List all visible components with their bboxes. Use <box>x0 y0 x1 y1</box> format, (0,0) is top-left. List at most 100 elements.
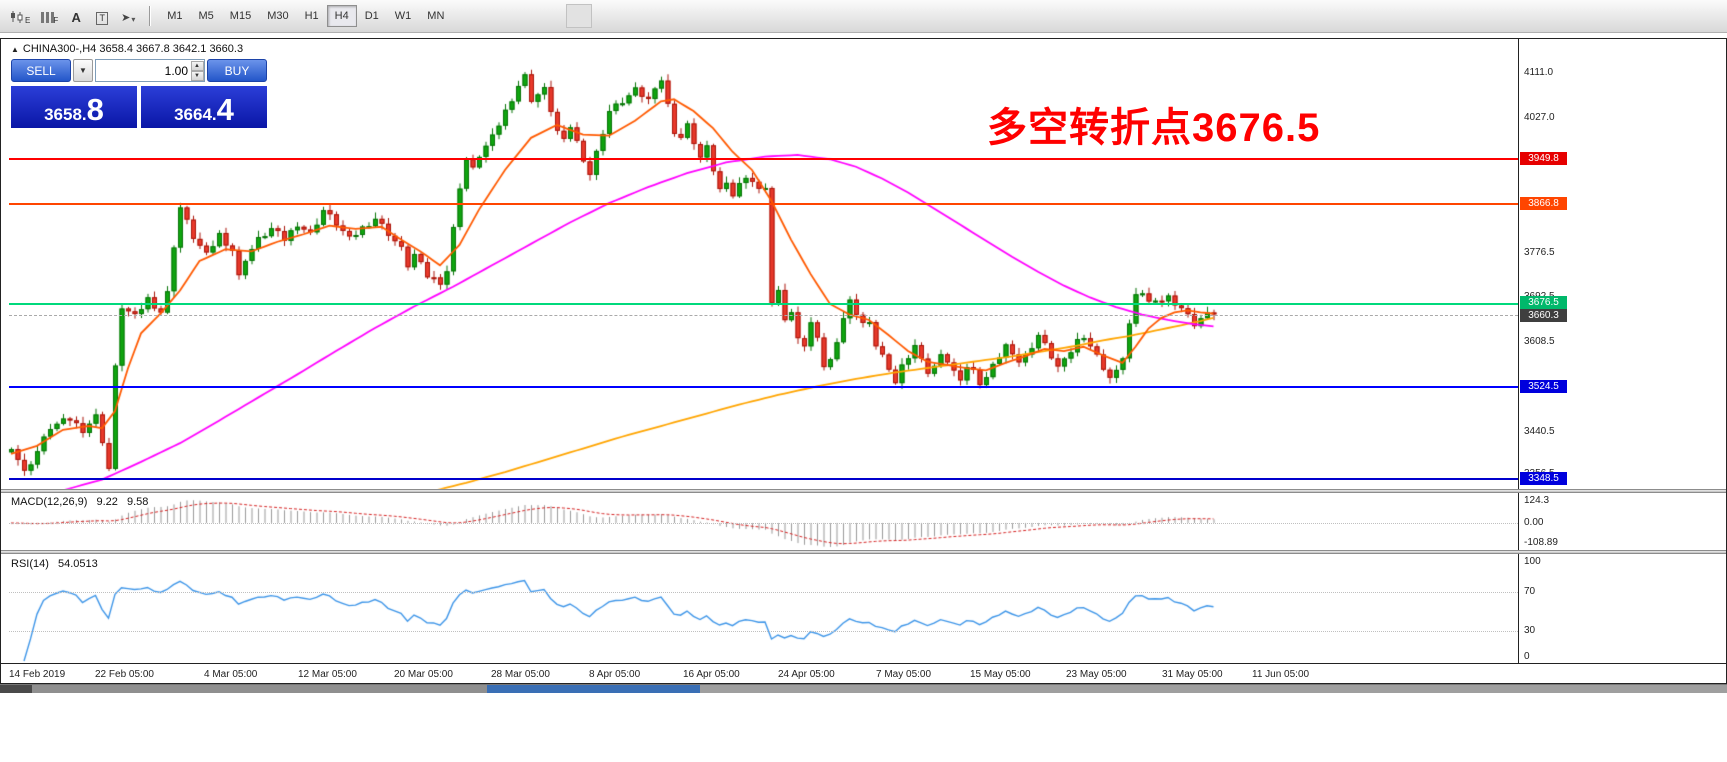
bars-icon <box>41 12 55 23</box>
macd-indicator-label: MACD(12,26,9) 9.22 9.58 <box>11 496 148 508</box>
price-axis-badge-3348.5: 3348.5 <box>1520 472 1567 485</box>
text-tool-icon: A <box>71 10 81 25</box>
time-axis-label: 31 May 05:00 <box>1162 669 1223 680</box>
toolbar: E F A T ➤ ▾ M1 M5 M15 M30 H1 H4 D1 W1 MN <box>0 0 1727 33</box>
label-tool-button[interactable]: T <box>90 4 114 28</box>
disabled-tool-button[interactable] <box>566 4 593 28</box>
price-axis-badge-3524.5: 3524.5 <box>1520 380 1567 393</box>
macd-panel-splitter[interactable] <box>1 489 1726 493</box>
taskbar-segment <box>700 685 1727 693</box>
rsi-name: RSI(14) <box>11 558 49 570</box>
time-axis-label: 28 Mar 05:00 <box>491 669 550 680</box>
price-level-line-3660.3[interactable] <box>9 315 1518 316</box>
price-axis-label: 4027.0 <box>1524 112 1555 123</box>
time-axis-label: 11 Jun 05:00 <box>1252 669 1310 680</box>
price-level-line-3348.5[interactable] <box>9 478 1518 480</box>
timeframe-button-w1[interactable]: W1 <box>394 10 412 22</box>
chart-annotation-text: 多空转折点3676.5 <box>987 106 1321 150</box>
sell-price-small: 3658. <box>44 105 87 124</box>
timeframe-button-m1[interactable]: M1 <box>167 10 183 22</box>
price-axis-label: 3440.5 <box>1524 426 1555 437</box>
buy-price-small: 3664. <box>174 105 217 124</box>
one-click-trading-panel: SELL ▼ ▲ ▼ BUY 3658. 8 3664. 4 <box>11 59 267 128</box>
timeframe-button-m15[interactable]: M15 <box>229 10 252 22</box>
price-axis-badge-3949.8: 3949.8 <box>1520 152 1567 165</box>
timeframe-button-m5[interactable]: M5 <box>198 10 214 22</box>
rsi-level-30-line <box>9 631 1518 632</box>
macd-zero-line <box>9 523 1518 524</box>
chart-header: ▲ CHINA300-,H4 3658.4 3667.8 3642.1 3660… <box>11 43 243 55</box>
taskbar-segment <box>0 685 32 693</box>
trade-panel-collapse-icon[interactable]: ▲ <box>11 44 19 54</box>
time-axis-label: 23 May 05:00 <box>1066 669 1127 680</box>
price-chart-canvas[interactable] <box>1 39 1727 685</box>
macd-signal-value: 9.58 <box>126 496 149 508</box>
charts-tool-icon[interactable]: E <box>6 4 34 28</box>
macd-axis-label: -108.89 <box>1524 537 1558 548</box>
price-axis-label: 3608.5 <box>1524 336 1555 347</box>
rsi-axis-label: 30 <box>1524 625 1536 636</box>
volume-stepper: ▲ ▼ <box>190 60 204 81</box>
time-axis-label: 8 Apr 05:00 <box>589 669 641 680</box>
rsi-axis-label: 70 <box>1524 586 1536 597</box>
taskbar-segment <box>32 685 487 693</box>
price-level-line-3524.5[interactable] <box>9 386 1518 388</box>
time-axis-label: 7 May 05:00 <box>876 669 932 680</box>
volume-field: ▲ ▼ <box>95 59 205 82</box>
text-tool-button[interactable]: A <box>64 4 88 28</box>
timeframe-button-d1[interactable]: D1 <box>364 10 379 22</box>
volume-input[interactable] <box>96 60 190 81</box>
chevron-down-icon: ▾ <box>131 15 136 24</box>
macd-axis-label: 124.3 <box>1524 495 1550 506</box>
price-axis-separator <box>1518 39 1519 663</box>
volume-increase-icon[interactable]: ▲ <box>190 60 204 71</box>
rsi-level-70-line <box>9 592 1518 593</box>
chart-window: ▲ CHINA300-,H4 3658.4 3667.8 3642.1 3660… <box>0 38 1727 685</box>
rsi-axis-label: 100 <box>1524 556 1541 567</box>
buy-price-big: 4 <box>216 92 234 127</box>
timeframe-button-h1[interactable]: H1 <box>304 10 319 22</box>
volume-decrease-icon[interactable]: ▼ <box>190 70 204 81</box>
buy-price-display[interactable]: 3664. 4 <box>141 86 267 128</box>
price-axis-badge-3866.8: 3866.8 <box>1520 197 1567 210</box>
price-level-line-3866.8[interactable] <box>9 203 1518 205</box>
toolbar-separator <box>149 6 151 26</box>
time-axis-label: 4 Mar 05:00 <box>204 669 258 680</box>
candlestick-icon <box>11 11 23 23</box>
time-axis-separator <box>1 663 1726 664</box>
time-axis-label: 22 Feb 05:00 <box>95 669 154 680</box>
taskbar-active-segment[interactable] <box>487 685 700 693</box>
price-level-line-3949.8[interactable] <box>9 158 1518 160</box>
timeframe-button-h4[interactable]: H4 <box>326 5 357 27</box>
sell-price-display[interactable]: 3658. 8 <box>11 86 137 128</box>
price-axis-badge-3660.3: 3660.3 <box>1520 309 1567 322</box>
grid-tool-sub: F <box>53 16 59 25</box>
timeframe-group: M1 M5 M15 M30 H1 H4 D1 W1 MN <box>159 5 452 27</box>
timeframe-button-m30[interactable]: M30 <box>267 10 289 22</box>
label-tool-icon: T <box>96 12 108 25</box>
sell-price-big: 8 <box>86 92 104 127</box>
rsi-panel-splitter[interactable] <box>1 550 1726 554</box>
price-axis-badge-3676.5: 3676.5 <box>1520 296 1567 309</box>
rsi-value: 54.0513 <box>57 558 98 570</box>
rsi-indicator-label: RSI(14) 54.0513 <box>11 558 98 570</box>
charts-tool-sub: E <box>25 16 31 25</box>
macd-name: MACD(12,26,9) <box>11 496 88 508</box>
time-axis-label: 24 Apr 05:00 <box>778 669 835 680</box>
bottom-taskbar-strip <box>0 684 1727 693</box>
grid-tool-icon[interactable]: F <box>36 4 62 28</box>
price-level-line-3676.5[interactable] <box>9 303 1518 305</box>
order-type-dropdown[interactable]: ▼ <box>73 59 93 82</box>
price-axis-label: 4111.0 <box>1524 67 1554 78</box>
cursor-icon: ➤ <box>121 12 131 24</box>
time-axis-label: 16 Apr 05:00 <box>683 669 740 680</box>
timeframe-button-mn[interactable]: MN <box>427 10 445 22</box>
sell-button[interactable]: SELL <box>11 59 71 82</box>
time-axis-label: 14 Feb 2019 <box>9 669 66 680</box>
price-axis-label: 3776.5 <box>1524 247 1555 258</box>
cursor-tool-button[interactable]: ➤ ▾ <box>116 4 140 28</box>
symbol-ohlc-text: CHINA300-,H4 3658.4 3667.8 3642.1 3660.3 <box>22 43 244 55</box>
time-axis-label: 20 Mar 05:00 <box>394 669 453 680</box>
time-axis-label: 12 Mar 05:00 <box>298 669 357 680</box>
buy-button[interactable]: BUY <box>207 59 267 82</box>
